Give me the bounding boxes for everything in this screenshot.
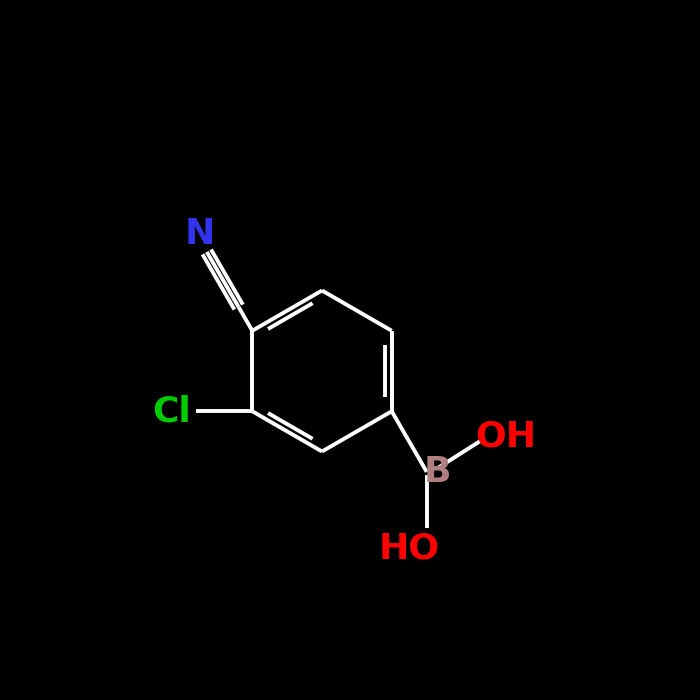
Text: OH: OH <box>475 420 536 454</box>
Text: N: N <box>185 218 215 251</box>
Text: HO: HO <box>379 532 440 566</box>
Text: B: B <box>424 455 451 489</box>
Text: Cl: Cl <box>153 394 191 428</box>
